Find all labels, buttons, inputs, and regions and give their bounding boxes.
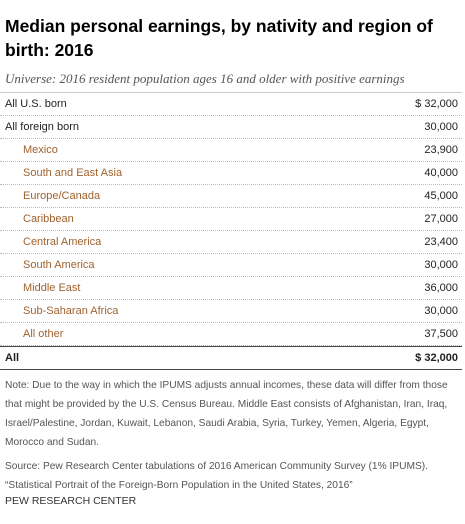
row-value: $ 32,000: [415, 352, 458, 364]
row-value: 36,000: [424, 282, 458, 294]
row-value: $ 32,000: [415, 98, 458, 110]
table: All U.S. born $ 32,000 All foreign born 30,…: [0, 92, 462, 370]
title: Median personal earnings, by nativity an…: [5, 16, 433, 60]
table-row: All foreign born 30,000: [0, 116, 462, 139]
row-label: Central America: [23, 236, 102, 248]
source: Source: Pew Research Center tabulations …: [5, 457, 461, 495]
row-value: 30,000: [424, 305, 458, 317]
row-value: 40,000: [424, 167, 458, 179]
table-row: Europe/Canada 45,000: [0, 185, 462, 208]
table-row: All other 37,500: [0, 323, 462, 346]
table-row: Central America 23,400: [0, 231, 462, 254]
row-value: 37,500: [424, 328, 458, 340]
row-label: All U.S. born: [5, 98, 67, 110]
table-row: South and East Asia 40,000: [0, 162, 462, 185]
row-value: 30,000: [424, 121, 458, 133]
row-label: All other: [23, 328, 64, 340]
row-label: Middle East: [23, 282, 81, 294]
row-label: South and East Asia: [23, 167, 123, 179]
row-label: Caribbean: [23, 213, 74, 225]
table-row: South America 30,000: [0, 254, 462, 277]
source-line: “Statistical Portrait of the Foreign-Bor…: [5, 480, 353, 491]
row-value: 23,400: [424, 236, 458, 248]
table-row: Sub-Saharan Africa 30,000: [0, 300, 462, 323]
row-value: 45,000: [424, 190, 458, 202]
row-label: Sub-Saharan Africa: [23, 305, 119, 317]
table-row: Mexico 23,900: [0, 139, 462, 162]
source-line: Source: Pew Research Center tabulations …: [5, 461, 428, 472]
row-label: Europe/Canada: [23, 190, 101, 202]
row-label: Mexico: [23, 144, 58, 156]
note: Note: Due to the way in which the IPUMS …: [5, 380, 448, 448]
row-label: All: [5, 352, 20, 364]
row-value: 27,000: [424, 213, 458, 225]
table-row: All U.S. born $ 32,000: [0, 92, 462, 116]
row-value: 30,000: [424, 259, 458, 271]
row-value: 23,900: [424, 144, 458, 156]
row-label: All foreign born: [5, 121, 79, 133]
row-label: South America: [23, 259, 95, 271]
footer: PEW RESEARCH CENTER: [5, 495, 137, 507]
table-row: Middle East 36,000: [0, 277, 462, 300]
subtitle: Universe: 2016 resident population ages …: [5, 71, 405, 86]
table-row: All $ 32,000: [0, 346, 462, 370]
table-row: Caribbean 27,000: [0, 208, 462, 231]
notes: Note: Due to the way in which the IPUMS …: [5, 376, 461, 495]
